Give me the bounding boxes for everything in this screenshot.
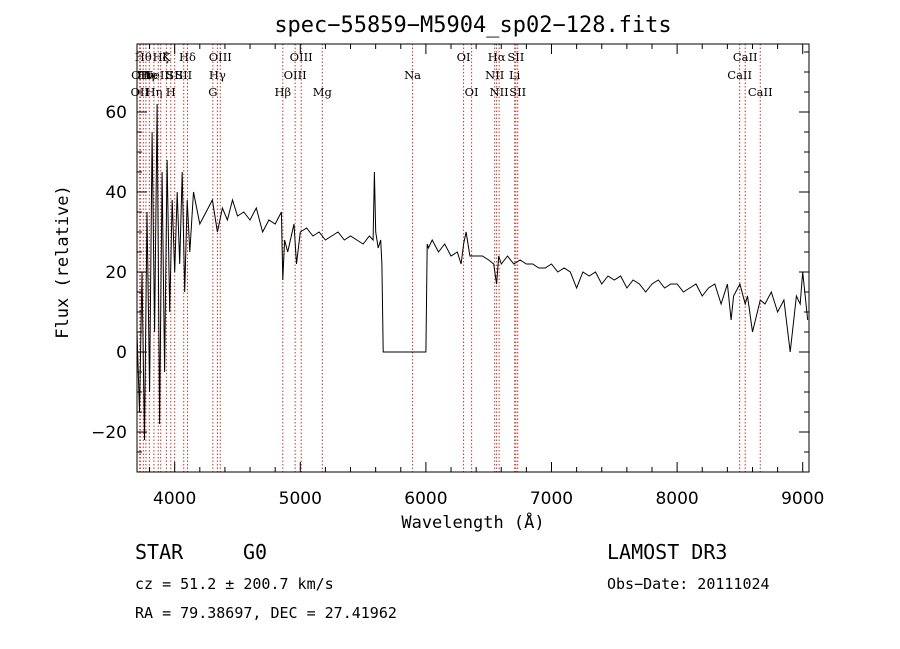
plot-frame [136, 43, 810, 473]
line-marker-label: CaII [727, 68, 752, 82]
line-marker-label: SII [166, 68, 183, 82]
line-marker-labels: OIIOIIHθHηHeHηNeIIIHζKHSIISIIHδGHγOIIIHβ… [131, 50, 773, 99]
line-marker-label: NeIII [143, 68, 174, 82]
chart-title: spec−55859−M5904_sp02−128.fits [274, 13, 671, 38]
x-tick-label: 5000 [279, 489, 322, 509]
observation-date: Obs−Date: 20111024 [607, 575, 770, 593]
y-tick-label: 20 [105, 263, 127, 283]
line-marker-label: Hζ [153, 50, 169, 64]
line-marker-label: SII [175, 68, 192, 82]
line-marker-label: OI [465, 85, 479, 99]
line-marker-label: NII [490, 85, 509, 99]
object-subclass: G0 [243, 540, 268, 564]
x-tick-label: 4000 [153, 489, 196, 509]
line-marker-label: Hδ [179, 50, 196, 64]
y-tick-label: 0 [116, 343, 127, 363]
line-marker-label: OI [457, 50, 471, 64]
line-marker-label: Hγ [209, 68, 226, 82]
line-marker-label: SII [507, 50, 524, 64]
line-marker-label: OIII [209, 50, 232, 64]
line-marker-label: He [141, 68, 158, 82]
x-tick-labels: 4000 5000 6000 7000 8000 9000 [153, 489, 824, 509]
y-tick-label: −20 [91, 423, 127, 443]
line-marker-label: Mg [313, 85, 333, 99]
spectrum-line [136, 103, 809, 441]
x-tick-label: 6000 [404, 489, 447, 509]
ra-dec-coordinates: RA = 79.38697, DEC = 27.41962 [135, 604, 397, 622]
x-tick-label: 9000 [781, 489, 824, 509]
x-tick-label: 7000 [530, 489, 573, 509]
line-marker-label: Na [404, 68, 421, 82]
line-marker-label: Hη [145, 85, 162, 99]
line-marker-label: G [208, 85, 217, 99]
y-tick-labels: −20 0 20 40 60 [91, 103, 127, 443]
survey-name: LAMOST DR3 [607, 540, 728, 564]
line-marker-label: CaII [733, 50, 758, 64]
line-marker-label: CaII [748, 85, 773, 99]
object-class: STAR [135, 540, 184, 564]
line-marker-label: Hβ [274, 85, 291, 99]
axis-ticks [137, 44, 809, 472]
line-marker-label: Li [509, 68, 521, 82]
x-axis-label: Wavelength (Å) [401, 511, 544, 533]
line-marker-label: SII [509, 85, 526, 99]
line-marker-label: OIII [290, 50, 313, 64]
y-axis-label: Flux (relative) [53, 185, 73, 339]
line-marker-label: Hα [488, 50, 506, 64]
line-marker-label: K [162, 50, 171, 64]
line-markers [139, 44, 761, 472]
y-tick-label: 40 [105, 183, 127, 203]
x-tick-label: 8000 [655, 489, 698, 509]
line-marker-label: H [166, 85, 176, 99]
line-marker-label: OII [131, 68, 150, 82]
line-marker-label: NII [485, 68, 504, 82]
line-marker-label: Hθ [135, 50, 152, 64]
y-tick-label: 60 [105, 103, 127, 123]
redshift-velocity: cz = 51.2 ± 200.7 km/s [135, 575, 334, 593]
line-marker-label: OIII [284, 68, 307, 82]
